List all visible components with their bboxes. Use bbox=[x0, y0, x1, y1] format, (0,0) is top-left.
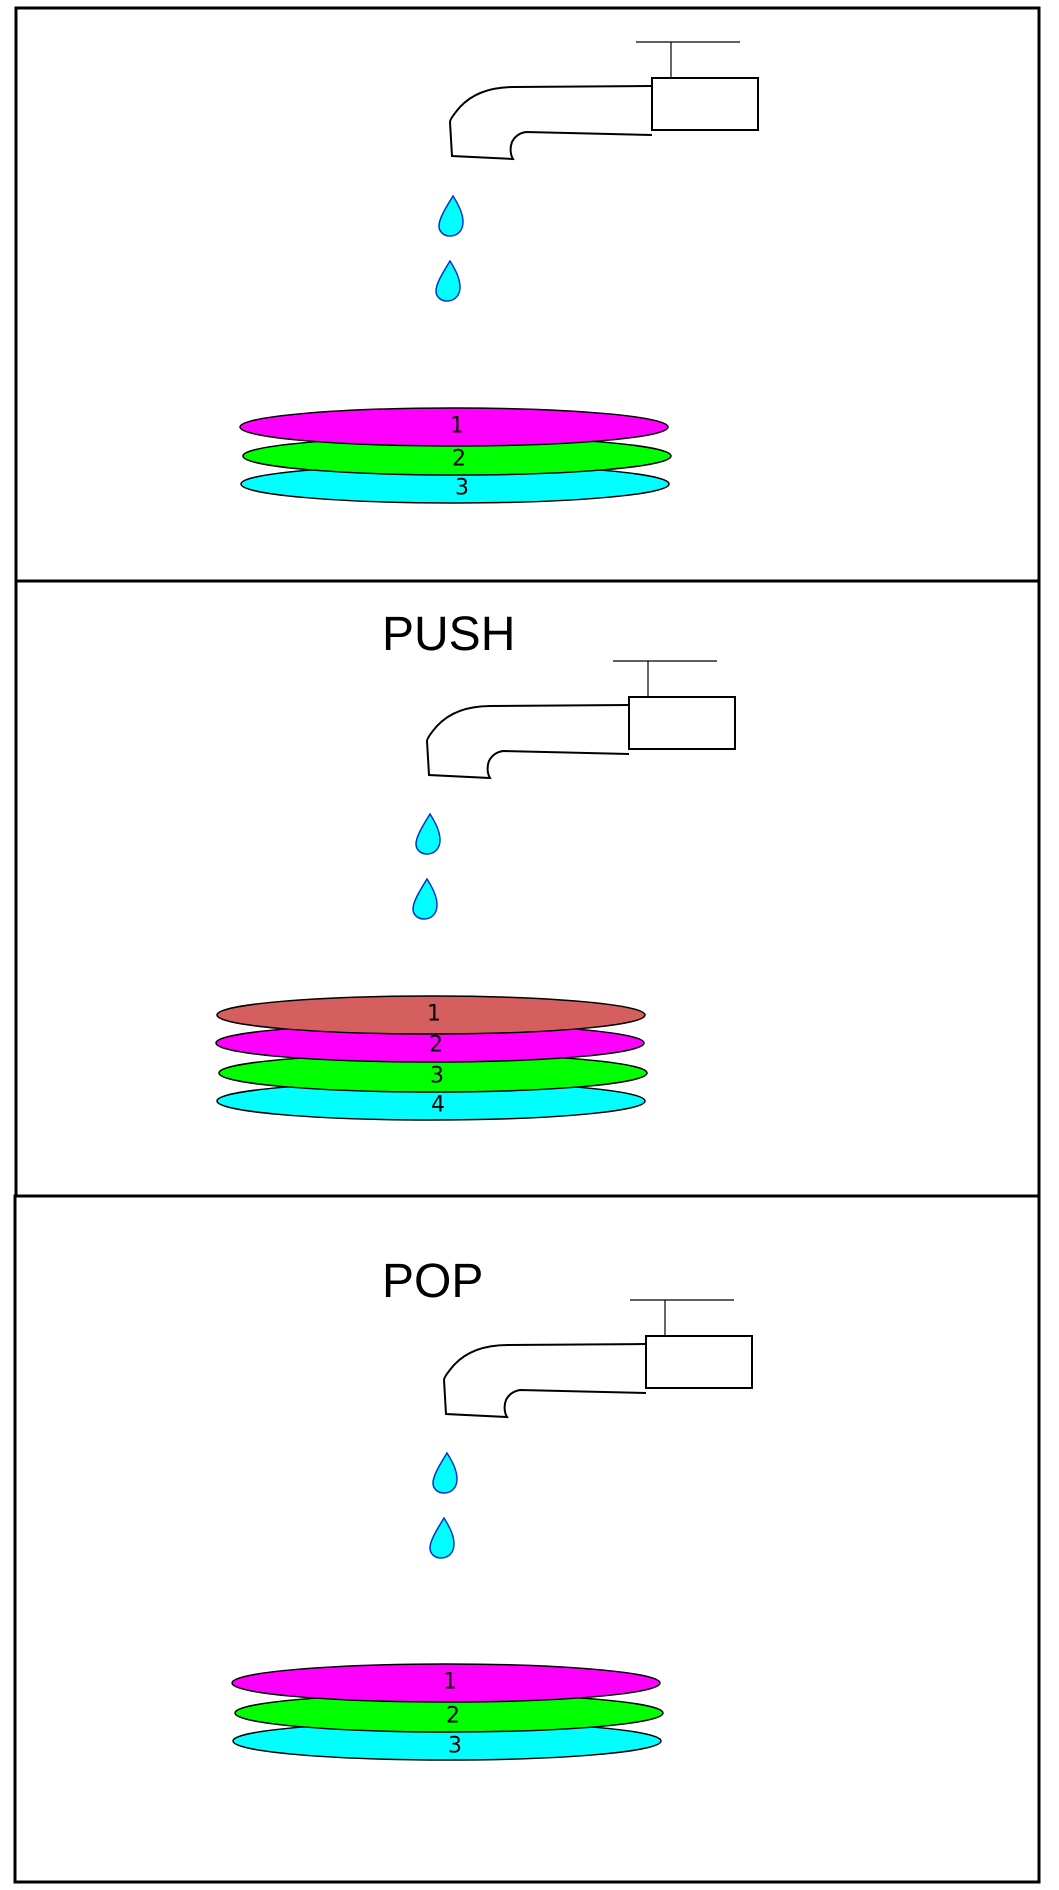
panel-initial: 1 2 3 bbox=[14, 6, 1041, 583]
panel-title: PUSH bbox=[382, 608, 515, 661]
water-drop-icon bbox=[432, 1451, 458, 1494]
panel-push: PUSH 1 2 3 4 bbox=[14, 579, 1041, 1198]
water-drop-icon bbox=[412, 877, 438, 920]
plate-stack: 1 2 3 4 bbox=[215, 995, 648, 1121]
water-drop-icon bbox=[415, 812, 441, 855]
panel-pop-frame bbox=[13, 1194, 1041, 1884]
plate-label: 4 bbox=[431, 1093, 445, 1118]
plate-label: 1 bbox=[427, 1002, 441, 1027]
plate-label: 3 bbox=[430, 1064, 444, 1089]
panel-title: POP bbox=[382, 1255, 483, 1308]
plate-label: 3 bbox=[455, 476, 469, 501]
plate-label: 2 bbox=[446, 1704, 460, 1729]
panel-pop: POP 1 2 3 bbox=[13, 1194, 1041, 1884]
plate bbox=[216, 995, 646, 1035]
faucet-icon bbox=[448, 41, 759, 161]
plate-label: 1 bbox=[443, 1670, 457, 1695]
plate-label: 2 bbox=[452, 447, 466, 472]
faucet-icon bbox=[442, 1299, 753, 1419]
faucet-icon bbox=[425, 660, 736, 780]
plate-label: 2 bbox=[429, 1033, 443, 1058]
plate bbox=[231, 1663, 661, 1703]
plate-label: 3 bbox=[448, 1734, 462, 1759]
plate-stack: 1 2 3 bbox=[231, 1663, 664, 1761]
water-drop-icon bbox=[429, 1516, 455, 1559]
plate-stack: 1 2 3 bbox=[239, 407, 672, 504]
water-drop-icon bbox=[435, 259, 461, 302]
water-drop-icon bbox=[438, 194, 464, 237]
plate bbox=[239, 407, 669, 447]
plate-label: 1 bbox=[450, 414, 464, 439]
